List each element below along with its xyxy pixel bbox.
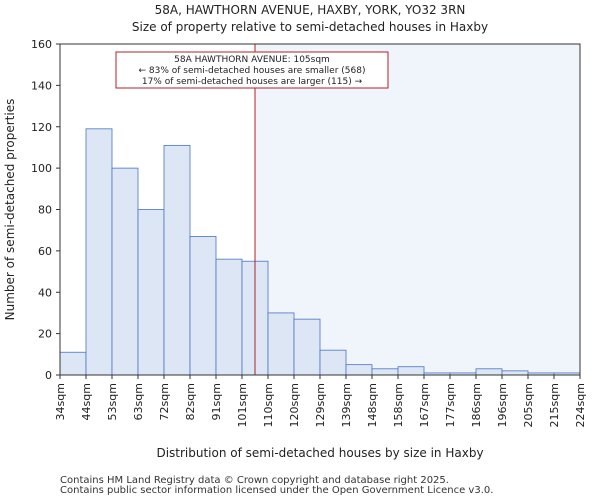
- annotation-line-1: 58A HAWTHORN AVENUE: 105sqm: [174, 55, 330, 65]
- y-tick-label: 100: [31, 162, 52, 175]
- y-tick-label: 160: [31, 38, 52, 51]
- bar-139sqm: [345, 364, 373, 376]
- bars-group: [59, 128, 581, 376]
- x-tick-label: 186sqm: [470, 383, 483, 427]
- x-tick-label: 205sqm: [522, 383, 535, 427]
- y-tick-label: 20: [38, 328, 52, 341]
- y-tick-label: 140: [31, 79, 52, 92]
- x-tick-label: 158sqm: [392, 383, 405, 427]
- x-tick-label: 177sqm: [444, 383, 457, 427]
- y-tick-label: 80: [38, 204, 52, 217]
- x-axis: 34sqm 44sqm 53sqm 63sqm 72sqm 82sqm 91sqm 101sq…: [54, 375, 587, 427]
- annotation-line-3: 17% of semi-detached houses are larger (…: [142, 77, 363, 87]
- x-tick-label: 110sqm: [262, 383, 275, 427]
- y-tick-label: 40: [38, 286, 52, 299]
- x-tick-label: 101sqm: [236, 383, 249, 427]
- bar-34sqm: [59, 351, 87, 376]
- x-tick-label: 224sqm: [574, 383, 587, 427]
- y-axis: 0 20 40 60 80 100 120 140 160: [31, 38, 60, 382]
- bar-53sqm: [111, 167, 139, 376]
- x-tick-label: 148sqm: [366, 383, 379, 427]
- x-axis-label: Distribution of semi-detached houses by …: [156, 446, 483, 460]
- x-tick-label: 44sqm: [80, 383, 93, 420]
- y-tick-label: 0: [45, 369, 52, 382]
- x-tick-label: 129sqm: [314, 383, 327, 427]
- bar-148sqm: [371, 368, 399, 376]
- x-tick-label: 91sqm: [210, 383, 223, 420]
- bar-158sqm: [397, 366, 425, 376]
- footer-line-2: Contains public sector information licen…: [60, 485, 494, 496]
- bar-82sqm: [189, 235, 217, 376]
- bar-120sqm: [293, 318, 321, 376]
- chart-title: 58A, HAWTHORN AVENUE, HAXBY, YORK, YO32 …: [155, 3, 466, 17]
- annotation-box: [115, 51, 389, 89]
- bar-44sqm: [85, 128, 113, 376]
- x-tick-label: 63sqm: [132, 383, 145, 420]
- annotation-line-2: ← 83% of semi-detached houses are smalle…: [139, 66, 366, 76]
- y-tick-label: 60: [38, 245, 52, 258]
- x-tick-label: 196sqm: [496, 383, 509, 427]
- x-tick-label: 215sqm: [548, 383, 561, 427]
- bar-110sqm: [267, 312, 295, 376]
- bar-63sqm: [137, 209, 165, 376]
- x-tick-label: 82sqm: [184, 383, 197, 420]
- bar-129sqm: [319, 349, 347, 376]
- y-axis-label: Number of semi-detached properties: [3, 99, 17, 321]
- x-tick-label: 53sqm: [106, 383, 119, 420]
- x-tick-label: 34sqm: [54, 383, 67, 420]
- footer-line-1: Contains HM Land Registry data © Crown c…: [60, 475, 449, 486]
- y-tick-label: 120: [31, 121, 52, 134]
- x-tick-label: 120sqm: [288, 383, 301, 427]
- bar-91sqm: [215, 258, 243, 376]
- bar-186sqm: [475, 368, 503, 376]
- x-tick-label: 167sqm: [418, 383, 431, 427]
- chart-subtitle: Size of property relative to semi-detach…: [132, 20, 488, 34]
- bar-72sqm: [163, 144, 191, 376]
- x-tick-label: 139sqm: [340, 383, 353, 427]
- x-tick-label: 72sqm: [158, 383, 171, 420]
- bar-196sqm: [501, 370, 529, 376]
